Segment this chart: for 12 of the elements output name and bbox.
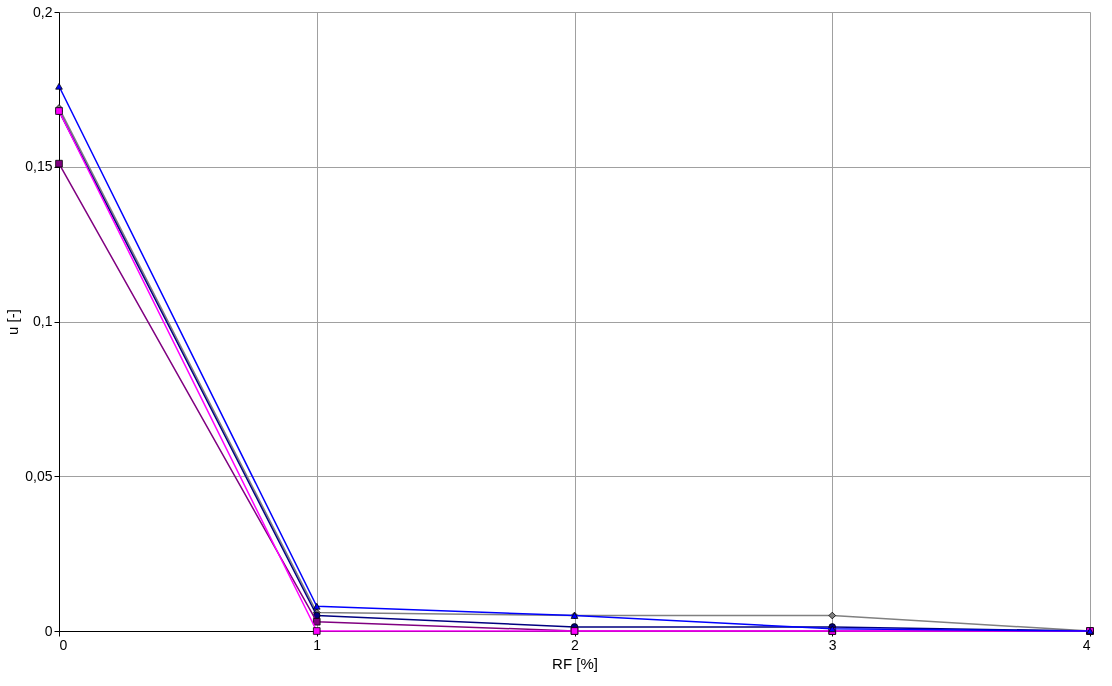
x-tick-label: 2 [571, 636, 580, 653]
y-tick-label: 0,15 [25, 158, 53, 175]
y-tick-label: 0,05 [25, 467, 53, 484]
y-tick-label: 0 [44, 622, 53, 639]
x-tick-label: 3 [828, 636, 837, 653]
y-axis-title: u [-] [4, 309, 22, 335]
x-tick-label: 0 [59, 636, 68, 653]
x-tick-label: 4 [1082, 636, 1091, 653]
x-tick-label: 1 [313, 636, 322, 653]
y-tick-label: 0,2 [33, 3, 53, 20]
x-axis-title: RF [%] [552, 654, 598, 672]
y-tick-label: 0,1 [33, 313, 53, 329]
